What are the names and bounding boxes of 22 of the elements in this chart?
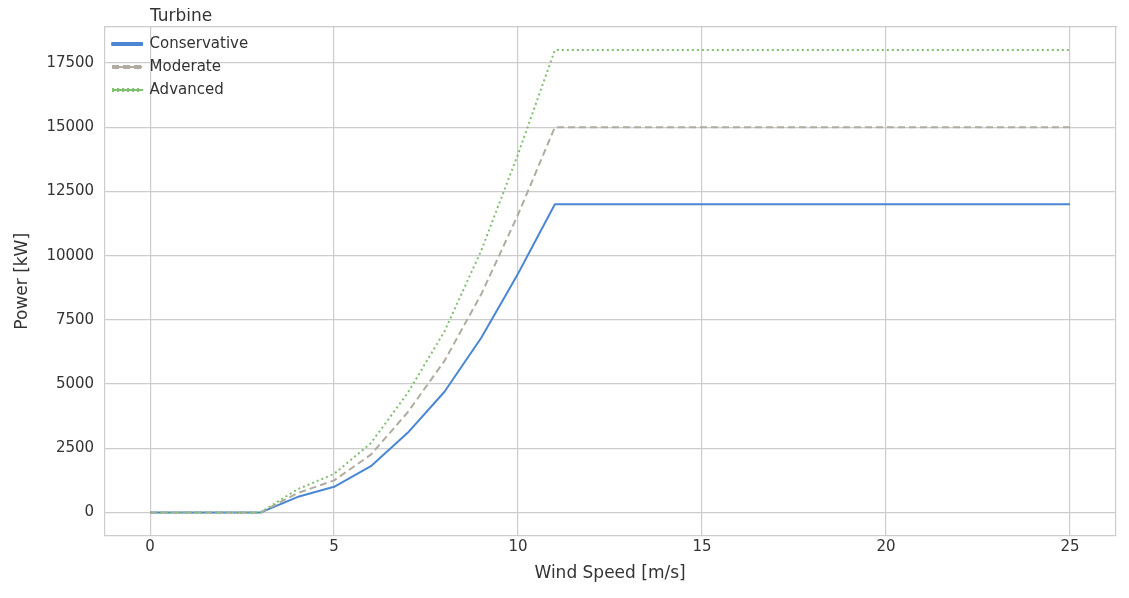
x-tick-label: 10 bbox=[508, 537, 528, 556]
line-series bbox=[149, 126, 1072, 514]
x-tick-label: 25 bbox=[1060, 537, 1080, 556]
x-axis-title: Wind Speed [m/s] bbox=[534, 562, 686, 583]
x-tick-label: 0 bbox=[145, 537, 155, 556]
y-tick-label: 5000 bbox=[55, 373, 95, 392]
legend-label: Conservative bbox=[149, 33, 249, 52]
line-series bbox=[149, 49, 1072, 514]
y-tick-label: 17500 bbox=[46, 52, 95, 71]
y-tick-label: 0 bbox=[84, 502, 95, 521]
legend-title: Turbine bbox=[149, 4, 213, 25]
y-tick-label: 7500 bbox=[55, 309, 95, 328]
y-tick-label: 12500 bbox=[46, 181, 95, 200]
legend-label: Moderate bbox=[149, 56, 221, 75]
y-tick-label: 10000 bbox=[46, 245, 95, 264]
legend-label: Advanced bbox=[149, 79, 224, 98]
x-tick-label: 20 bbox=[876, 537, 896, 556]
y-tick-label: 2500 bbox=[55, 438, 95, 457]
y-tick-label: 15000 bbox=[46, 117, 95, 136]
x-tick-label: 15 bbox=[692, 537, 712, 556]
y-axis-title: Power [kW] bbox=[10, 232, 31, 330]
x-tick-label: 5 bbox=[329, 537, 339, 556]
